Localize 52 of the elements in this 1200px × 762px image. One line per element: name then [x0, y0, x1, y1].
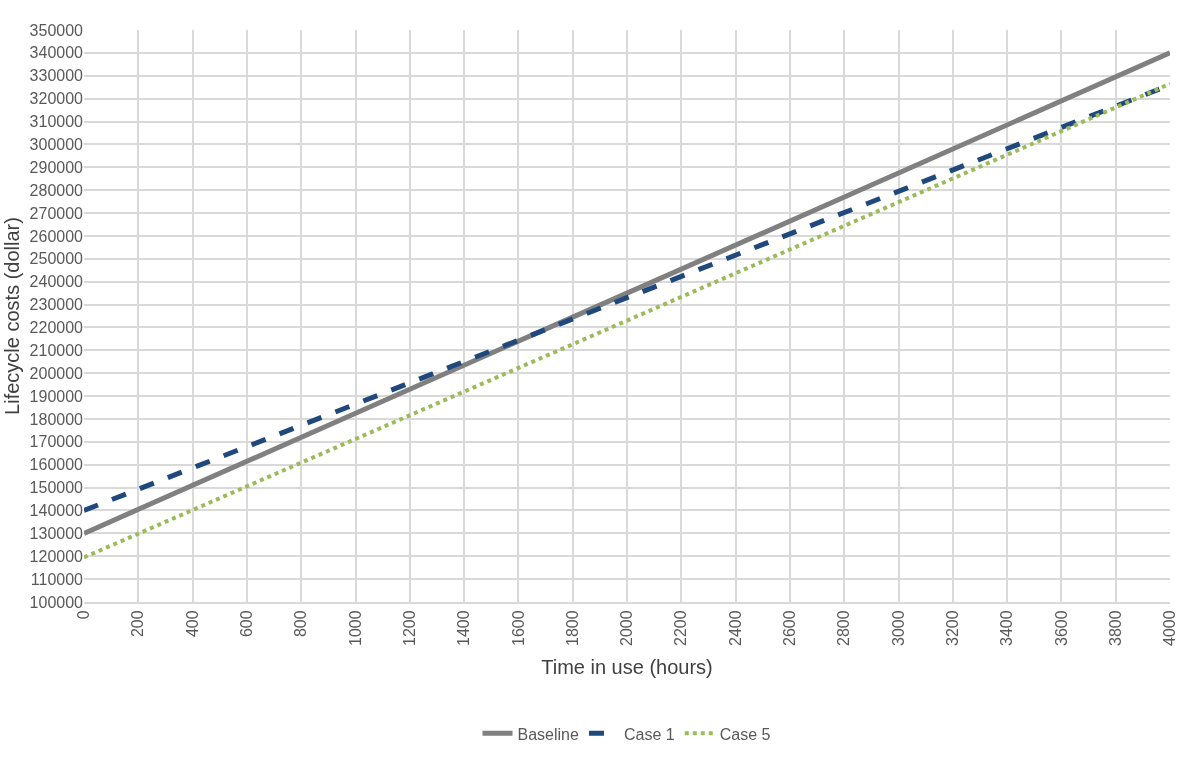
y-tick-label: 220000	[29, 319, 84, 337]
x-tick-label: 2400	[726, 610, 744, 646]
y-tick-label: 210000	[29, 341, 84, 359]
y-tick-label: 310000	[29, 113, 84, 131]
y-tick-label: 200000	[29, 364, 84, 382]
x-tick-label: 1800	[563, 610, 581, 646]
y-tick-label: 300000	[29, 136, 84, 153]
y-tick-label: 120000	[29, 547, 84, 565]
legend-label: Case 1	[623, 725, 675, 743]
legend-label: Baseline	[517, 725, 579, 743]
y-tick-label: 340000	[29, 44, 84, 62]
x-tick-label: 1600	[509, 610, 527, 646]
y-tick-label: 110000	[30, 570, 84, 588]
y-tick-label: 100000	[29, 593, 84, 611]
y-tick-label: 350000	[29, 21, 84, 39]
y-tick-label: 330000	[29, 67, 84, 85]
x-tick-label: 1000	[346, 610, 364, 646]
x-tick-label: 400	[183, 610, 201, 638]
y-tick-label: 240000	[29, 273, 84, 291]
y-tick-label: 190000	[29, 387, 84, 405]
y-tick-label: 320000	[29, 90, 84, 108]
x-tick-label: 3200	[944, 610, 961, 646]
x-tick-label: 0	[75, 610, 93, 620]
y-tick-label: 160000	[29, 456, 84, 474]
x-tick-label: 600	[238, 610, 256, 638]
y-tick-label: 180000	[29, 410, 84, 428]
x-tick-label: 1400	[455, 610, 473, 646]
y-tick-label: 230000	[29, 296, 84, 314]
y-tick-label: 170000	[29, 433, 84, 451]
x-tick-label: 800	[292, 610, 310, 638]
y-tick-label: 270000	[29, 204, 84, 222]
y-tick-label: 280000	[29, 181, 84, 199]
x-tick-label: 2000	[618, 610, 636, 646]
y-tick-label: 260000	[29, 227, 84, 245]
x-tick-label: 2200	[672, 610, 690, 646]
y-tick-label: 250000	[29, 250, 84, 268]
y-axis-title: Lifecycle costs (dollar)	[1, 217, 24, 415]
x-tick-label: 3400	[998, 610, 1016, 646]
x-tick-label: 3800	[1106, 610, 1124, 646]
x-tick-label: 3000	[889, 610, 907, 646]
y-tick-label: 290000	[29, 158, 84, 176]
x-axis-title: Time in use (hours)	[541, 655, 713, 678]
y-tick-label: 130000	[29, 524, 84, 542]
x-tick-label: 2800	[835, 610, 853, 646]
x-tick-label: 4000	[1161, 610, 1179, 646]
x-tick-label: 3600	[1052, 610, 1070, 646]
x-tick-label: 200	[129, 610, 147, 638]
y-tick-label: 150000	[29, 479, 84, 497]
x-tick-label: 2600	[781, 610, 799, 646]
legend-label: Case 5	[719, 725, 771, 743]
y-tick-label: 140000	[29, 502, 84, 520]
x-tick-label: 1200	[401, 610, 418, 646]
